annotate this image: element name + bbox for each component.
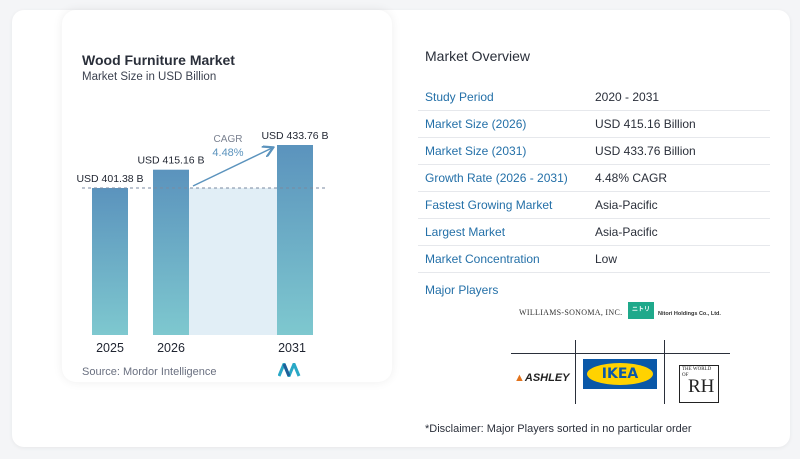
rh-logo: THE WORLD OF RH — [679, 365, 719, 403]
bar-value-label: USD 415.16 B — [137, 155, 204, 167]
overview-row-key: Largest Market — [425, 225, 506, 239]
rh-logo-text: RH — [688, 376, 715, 397]
overview-row-value: Low — [595, 252, 618, 266]
overview-row-key: Market Size (2026) — [425, 117, 527, 131]
overview-row: Market Size (2031) USD 433.76 Billion — [418, 137, 770, 165]
chart-subtitle: Market Size in USD Billion — [82, 71, 217, 83]
bar-2026 — [153, 169, 189, 335]
overview-title: Market Overview — [425, 48, 531, 64]
logo-grid-vline-left — [575, 340, 576, 404]
overview-row-key: Market Size (2031) — [425, 144, 527, 158]
x-tick-label: 2026 — [157, 341, 185, 355]
rh-logo-small-text: THE WORLD OF — [682, 367, 712, 378]
chart-title: Wood Furniture Market — [82, 52, 235, 68]
growth-shade — [189, 188, 277, 335]
ikea-logo-text: IKEA — [587, 363, 653, 385]
overview-row-value: Asia-Pacific — [595, 225, 658, 239]
mordor-intelligence-logo — [278, 363, 301, 377]
x-tick-label: 2025 — [96, 341, 124, 355]
cagr-value: 4.48% — [212, 147, 243, 159]
logo-grid-vline-right — [664, 340, 665, 404]
bar-2025 — [92, 188, 128, 335]
overview-row-value: 2020 - 2031 — [595, 90, 660, 104]
cagr-arrow — [192, 148, 272, 187]
overview-row-value: Asia-Pacific — [595, 198, 658, 212]
overview-row-value: USD 415.16 Billion — [595, 117, 696, 131]
disclaimer: *Disclaimer: Major Players sorted in no … — [425, 423, 692, 435]
nitori-mark-logo: ニトリ NITORI — [628, 302, 654, 330]
overview-row-value: USD 433.76 Billion — [595, 144, 696, 158]
x-tick-label: 2031 — [278, 341, 306, 355]
ashley-logo-text: ASHLEY — [524, 372, 570, 384]
bar-value-label: USD 401.38 B — [76, 173, 143, 185]
overview-row-key: Study Period — [425, 90, 494, 104]
williams-sonoma-logo: WILLIAMS-SONOMA, INC. — [519, 308, 623, 317]
overview-row: Market Concentration Low — [418, 245, 770, 273]
ashley-logo: ▲ASHLEY — [514, 372, 570, 384]
logo-grid-hline — [511, 353, 730, 354]
overview-row: Study Period 2020 - 2031 — [418, 83, 770, 111]
overview-row: Fastest Growing Market Asia-Pacific — [418, 191, 770, 219]
nitori-logo: Nitori Holdings Co., Ltd. — [658, 311, 721, 317]
cagr-label: CAGR — [214, 134, 243, 145]
overview-row: Largest Market Asia-Pacific — [418, 218, 770, 246]
overview-row-key: Fastest Growing Market — [425, 198, 553, 212]
overview-row: Market Size (2026) USD 415.16 Billion — [418, 110, 770, 138]
overview-row-key: Market Concentration — [425, 252, 540, 266]
bar-value-label: USD 433.76 B — [261, 130, 328, 142]
overview-row-value: 4.48% CAGR — [595, 171, 668, 185]
major-players-title: Major Players — [425, 283, 499, 297]
source-note: Source: Mordor Intelligence — [82, 366, 217, 378]
ikea-logo: IKEA — [583, 359, 657, 389]
bar-2031 — [277, 145, 313, 335]
overview-row-key: Growth Rate (2026 - 2031) — [425, 171, 568, 185]
overview-row: Growth Rate (2026 - 2031) 4.48% CAGR — [418, 164, 770, 192]
